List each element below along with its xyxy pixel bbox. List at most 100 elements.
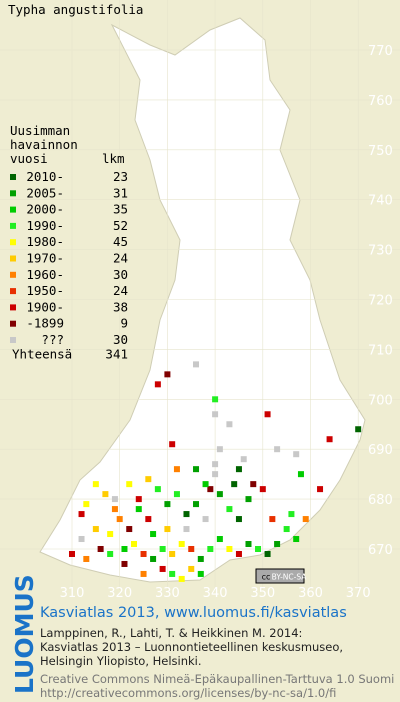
legend-count: 23	[113, 169, 128, 184]
legend-count: 24	[113, 283, 128, 298]
occurrence-cell	[173, 466, 180, 473]
occurrence-cell	[207, 546, 214, 552]
occurrence-cell	[116, 516, 123, 523]
occurrence-cell	[355, 426, 362, 433]
license: Creative Commons Nimeä-Epäkaupallinen-Ta…	[40, 672, 394, 686]
legend-label: ???	[41, 332, 64, 347]
occurrence-cell	[169, 570, 176, 577]
legend-swatch	[10, 288, 16, 295]
legend-swatch	[10, 337, 16, 343]
occurrence-cell	[250, 481, 257, 488]
occurrence-cell	[126, 481, 133, 488]
occurrence-cell	[269, 516, 276, 523]
occurrence-cell	[193, 466, 200, 473]
occurrence-cell	[154, 381, 161, 388]
occurrence-cell	[145, 476, 152, 483]
north-label: 760	[368, 94, 393, 109]
occurrence-cell	[126, 526, 133, 533]
occurrence-cell	[164, 526, 171, 533]
occurrence-cell	[78, 511, 85, 518]
occurrence-cell	[121, 560, 128, 567]
occurrence-cell	[193, 361, 200, 368]
occurrence-cell	[264, 411, 271, 418]
legend-count: 24	[113, 251, 128, 266]
occurrence-cell	[202, 516, 209, 523]
legend-swatch	[10, 239, 16, 246]
badge-cc: cc	[262, 573, 271, 582]
occurrence-cell	[159, 546, 166, 552]
occurrence-cell	[245, 541, 252, 548]
occurrence-cell	[202, 481, 209, 488]
occurrence-cell	[140, 550, 147, 557]
north-label: 690	[368, 443, 393, 458]
legend-label: 1900-	[26, 299, 64, 314]
legend-count-heading: lkm	[102, 151, 125, 166]
legend-count: 35	[113, 202, 128, 217]
occurrence-cell	[302, 516, 309, 523]
headline: Kasviatlas 2013, www.luomus.fi/kasviatla…	[40, 605, 347, 621]
occurrence-cell	[288, 511, 295, 518]
occurrence-cell	[83, 501, 90, 508]
legend-label: 1990-	[26, 218, 64, 233]
north-label: 700	[368, 393, 393, 408]
north-label: 730	[368, 244, 393, 259]
legend-count: 38	[113, 299, 128, 314]
occurrence-cell	[235, 466, 242, 473]
occurrence-cell	[207, 486, 214, 493]
badge-license: BY-NC-SA	[272, 573, 308, 582]
occurrence-cell	[283, 526, 290, 533]
badge-box	[255, 568, 305, 584]
legend-label: 1980-	[26, 234, 64, 249]
legend-swatch	[10, 222, 16, 229]
occurrence-cell	[92, 526, 99, 533]
legend-label: 2005-	[26, 185, 64, 200]
legend-swatch	[10, 190, 16, 197]
occurrence-cell	[188, 546, 195, 552]
occurrence-cell	[131, 541, 138, 548]
legend-count: 30	[113, 332, 128, 347]
occurrence-cell	[154, 486, 161, 493]
east-label: 330	[155, 586, 180, 601]
citation: Helsingin Yliopisto, Helsinki.	[40, 654, 202, 668]
occurrence-cell	[169, 550, 176, 557]
occurrence-cell	[92, 481, 99, 488]
legend-count: 30	[113, 267, 128, 282]
occurrence-cell	[78, 536, 85, 543]
occurrence-cell	[173, 491, 180, 498]
occurrence-cell	[111, 506, 118, 513]
occurrence-cell	[121, 546, 128, 552]
east-label: 340	[203, 586, 228, 601]
east-label: 360	[298, 586, 323, 601]
legend-count: 31	[113, 185, 128, 200]
legend-count: 45	[113, 234, 128, 249]
legend-label: 1970-	[26, 251, 64, 266]
occurrence-cell	[255, 546, 262, 552]
occurrence-cell	[135, 506, 142, 513]
total-label: Yhteensä	[12, 346, 72, 361]
east-label: 350	[250, 586, 275, 601]
legend-label: 1950-	[26, 283, 64, 298]
occurrence-cell	[135, 496, 142, 503]
occurrence-cell	[245, 496, 252, 503]
legend-heading: vuosi	[10, 151, 48, 166]
occurrence-cell	[293, 536, 300, 543]
legend-count: 52	[113, 218, 128, 233]
occurrence-cell	[317, 486, 324, 493]
legend-swatch	[10, 271, 16, 278]
title: Typha angustifolia	[8, 2, 143, 17]
occurrence-cell	[235, 516, 242, 523]
occurrence-cell	[111, 496, 118, 503]
legend-heading: havainnon	[10, 137, 78, 152]
east-label: 310	[60, 586, 85, 601]
legend-swatch	[10, 206, 16, 213]
occurrence-cell	[150, 531, 157, 538]
occurrence-cell	[264, 550, 271, 557]
citation: Kasviatlas 2013 – Luonnontieteellinen ke…	[40, 640, 343, 654]
legend-count: 9	[120, 316, 128, 331]
north-label: 750	[368, 144, 393, 159]
license: http://creativecommons.org/licenses/by-n…	[40, 686, 336, 700]
occurrence-cell	[69, 550, 75, 557]
north-label: 720	[368, 294, 393, 309]
total-count: 341	[105, 346, 128, 361]
occurrence-cell	[159, 565, 166, 572]
